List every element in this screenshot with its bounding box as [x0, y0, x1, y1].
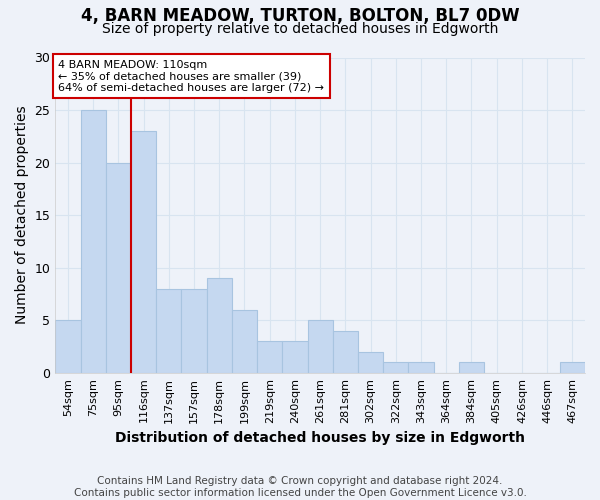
Bar [358, 352, 383, 373]
Bar [459, 362, 484, 373]
Bar [181, 288, 206, 373]
Text: Size of property relative to detached houses in Edgworth: Size of property relative to detached ho… [102, 22, 498, 36]
Bar [80, 110, 106, 373]
Bar [560, 362, 585, 373]
Text: 4, BARN MEADOW, TURTON, BOLTON, BL7 0DW: 4, BARN MEADOW, TURTON, BOLTON, BL7 0DW [80, 8, 520, 26]
Bar [206, 278, 232, 373]
X-axis label: Distribution of detached houses by size in Edgworth: Distribution of detached houses by size … [115, 431, 525, 445]
Bar [106, 162, 131, 373]
Bar [55, 320, 80, 373]
Bar [383, 362, 409, 373]
Y-axis label: Number of detached properties: Number of detached properties [15, 106, 29, 324]
Text: Contains HM Land Registry data © Crown copyright and database right 2024.
Contai: Contains HM Land Registry data © Crown c… [74, 476, 526, 498]
Bar [131, 131, 156, 373]
Bar [156, 288, 181, 373]
Bar [283, 342, 308, 373]
Text: 4 BARN MEADOW: 110sqm
← 35% of detached houses are smaller (39)
64% of semi-deta: 4 BARN MEADOW: 110sqm ← 35% of detached … [58, 60, 325, 93]
Bar [409, 362, 434, 373]
Bar [232, 310, 257, 373]
Bar [257, 342, 283, 373]
Bar [308, 320, 333, 373]
Bar [333, 331, 358, 373]
